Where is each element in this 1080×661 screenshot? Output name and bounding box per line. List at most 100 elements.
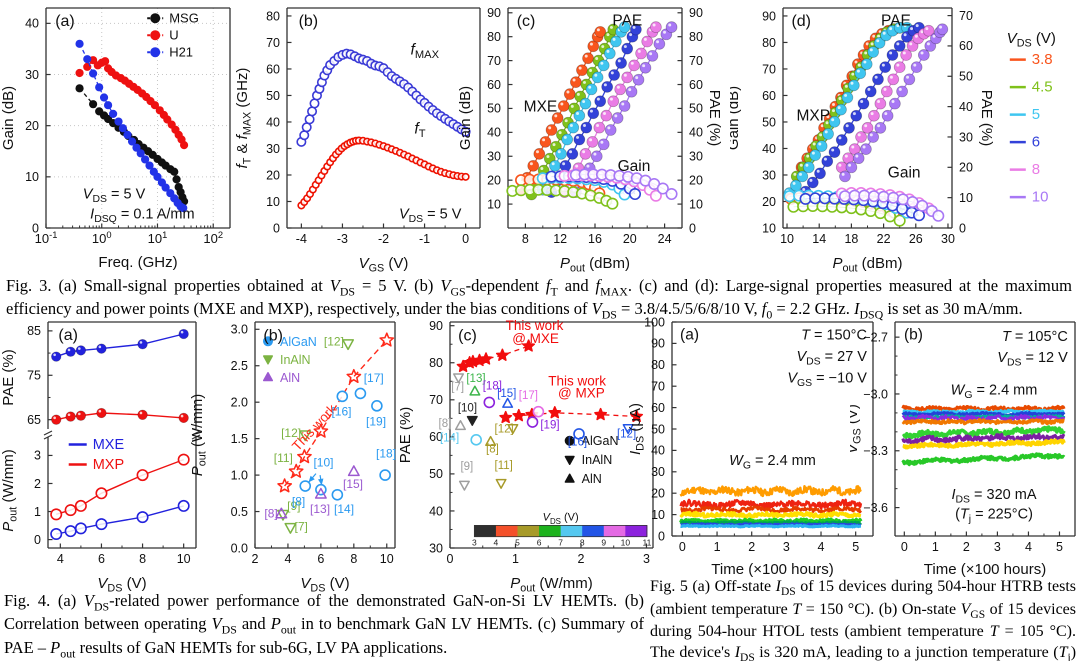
svg-text:(c): (c) xyxy=(517,13,536,30)
svg-text:60: 60 xyxy=(266,62,280,76)
ref16 xyxy=(573,428,585,440)
svg-text:2: 2 xyxy=(748,540,755,554)
svg-text:3.0: 3.0 xyxy=(231,323,248,337)
fig4b-svg: 2 4 6 8 10 0.0 0.5 1.0 1.5 2.0 2.5 3.0 AlGaN InAlN AlN… xyxy=(189,321,396,595)
pae-10 xyxy=(839,23,949,183)
svg-text:70: 70 xyxy=(689,54,703,68)
svg-text:80: 80 xyxy=(762,36,776,50)
fig4-caption: Fig. 4. (a) VDS-related power performanc… xyxy=(4,591,645,660)
fig3b-svg: -4 -3 -2 -1 0 0 10 20 30 40 50 60 70 80 (b) fMAX fT VDS =… xyxy=(234,7,481,275)
svg-text:This work: This work xyxy=(548,374,606,389)
fig3-vds-legend: 3.8 4.5 5 6 8 10 VDS (V) xyxy=(1007,30,1056,206)
svg-text:4: 4 xyxy=(57,552,64,566)
svg-text:Time (×100 hours): Time (×100 hours) xyxy=(711,561,833,578)
svg-text:[7]: [7] xyxy=(451,382,464,394)
svg-text:7: 7 xyxy=(558,538,563,548)
svg-text:60: 60 xyxy=(429,430,443,444)
svg-text:[19]: [19] xyxy=(366,415,386,429)
svg-text:12: 12 xyxy=(553,232,567,246)
svg-text:1: 1 xyxy=(932,540,939,554)
svg-text:60: 60 xyxy=(689,78,703,92)
svg-text:[19]: [19] xyxy=(540,420,559,432)
ref17 xyxy=(532,405,545,418)
svg-text:Pout (dBm): Pout (dBm) xyxy=(832,255,902,272)
svg-text:(a): (a) xyxy=(55,13,75,30)
svg-text:VDS = 5 V: VDS = 5 V xyxy=(399,206,462,225)
svg-text:Gain: Gain xyxy=(888,165,921,182)
svg-text:H21: H21 xyxy=(169,45,193,60)
mxe-stars xyxy=(456,339,536,373)
svg-text:AlN: AlN xyxy=(582,472,602,486)
dev-cyan xyxy=(680,523,862,529)
svg-text:11: 11 xyxy=(642,538,651,548)
svg-text:(a): (a) xyxy=(58,327,78,344)
svg-text:WG = 2.4 mm: WG = 2.4 mm xyxy=(951,382,1038,401)
mxp-pout xyxy=(50,453,190,521)
svg-text:[7]: [7] xyxy=(295,520,308,534)
ref7 xyxy=(453,373,465,384)
svg-text:70: 70 xyxy=(487,54,501,68)
svg-text:PAE: PAE xyxy=(612,13,642,30)
fig3-vds-legend: 3.8 4.5 5 6 8 10 VDS (V) xyxy=(1002,28,1080,243)
mxe-pout xyxy=(50,499,190,540)
svg-text:0: 0 xyxy=(689,221,696,235)
fig5-panel-a-htrb-chart: 0 1 2 3 4 5 0 10 20 30 40 50 60 70 80 90 100 (a) T = 150°C… xyxy=(627,315,880,593)
svg-text:90: 90 xyxy=(487,6,501,20)
svg-text:VGS = −10 V: VGS = −10 V xyxy=(787,371,867,390)
t9 xyxy=(901,438,1066,450)
mxe-pae xyxy=(51,328,189,362)
svg-text:102: 102 xyxy=(203,230,223,246)
svg-text:80: 80 xyxy=(429,356,443,370)
fig4b: 2 4 6 8 10 0.0 0.5 1.0 1.5 2.0 2.5 3.0 AlGaN InAlN AlN… xyxy=(189,321,396,595)
svg-text:PAE (%): PAE (%) xyxy=(706,90,723,146)
svg-text:20: 20 xyxy=(25,119,39,133)
svg-text:8: 8 xyxy=(580,538,585,548)
fig3-panel-d-mxp-chart: 10 14 18 22 26 30 10 20 30 40 50 60 70 80 90 0 10 20 30 40 5… xyxy=(725,0,1010,275)
svg-text:2.5: 2.5 xyxy=(231,359,248,373)
svg-text:[8]: [8] xyxy=(439,418,452,430)
svg-text:101: 101 xyxy=(148,230,168,246)
svg-text:[17]: [17] xyxy=(364,371,384,385)
svg-text:4.5: 4.5 xyxy=(1032,79,1053,96)
svg-text:9: 9 xyxy=(601,538,606,548)
svg-text:-1: -1 xyxy=(419,232,430,246)
svg-text:2: 2 xyxy=(963,540,970,554)
svg-text:(d): (d) xyxy=(791,13,811,30)
svg-text:3: 3 xyxy=(783,540,790,554)
svg-text:[8]: [8] xyxy=(264,506,277,520)
svg-text:[10]: [10] xyxy=(313,455,333,469)
svg-text:(b): (b) xyxy=(263,327,283,344)
svg-text:[12]: [12] xyxy=(495,423,514,435)
svg-text:[15]: [15] xyxy=(497,388,516,400)
svg-text:10-1: 10-1 xyxy=(35,230,58,246)
ref9 xyxy=(458,480,470,491)
svg-text:InAlN: InAlN xyxy=(280,353,311,367)
svg-text:50: 50 xyxy=(487,102,501,116)
svg-text:Freq. (GHz): Freq. (GHz) xyxy=(98,254,177,271)
svg-text:1: 1 xyxy=(512,552,519,566)
svg-text:−3.0: −3.0 xyxy=(863,387,888,401)
svg-text:6: 6 xyxy=(537,538,542,548)
svg-text:40: 40 xyxy=(25,17,39,31)
svg-text:MSG: MSG xyxy=(169,11,199,26)
svg-text:PAE (%): PAE (%) xyxy=(0,349,17,405)
MSG xyxy=(75,84,189,206)
fig4a-bottom: 4 6 8 10 0 1 2 3 MXE MXP VDS (V) Pout (W/mm) xyxy=(0,429,201,595)
svg-text:1.0: 1.0 xyxy=(231,468,248,482)
svg-text:10: 10 xyxy=(380,552,394,566)
svg-text:40: 40 xyxy=(429,504,443,518)
svg-text:50: 50 xyxy=(959,70,973,84)
svg-text:[14]: [14] xyxy=(440,433,459,445)
svg-text:4: 4 xyxy=(1025,540,1032,554)
svg-text:fT: fT xyxy=(414,121,425,141)
svg-text:70: 70 xyxy=(651,380,665,394)
svg-text:75: 75 xyxy=(27,369,41,383)
fig4-panel-a-pae-pout-vs-vds-chart: 65 75 85 (a) PAE (%) 4 6 8 10 0 1 2 3 MXE MXP VDS (V) Po… xyxy=(0,315,215,595)
t3 xyxy=(901,411,1066,418)
svg-text:VDS = 5 V: VDS = 5 V xyxy=(83,187,146,206)
svg-text:−3.3: −3.3 xyxy=(863,444,888,458)
fig3-panel-b-ft-fmax-chart: -4 -3 -2 -1 0 0 10 20 30 40 50 60 70 80 (b) fMAX fT VDS =… xyxy=(234,0,490,275)
svg-text:20: 20 xyxy=(689,173,703,187)
svg-text:T = 150°C: T = 150°C xyxy=(801,328,867,344)
